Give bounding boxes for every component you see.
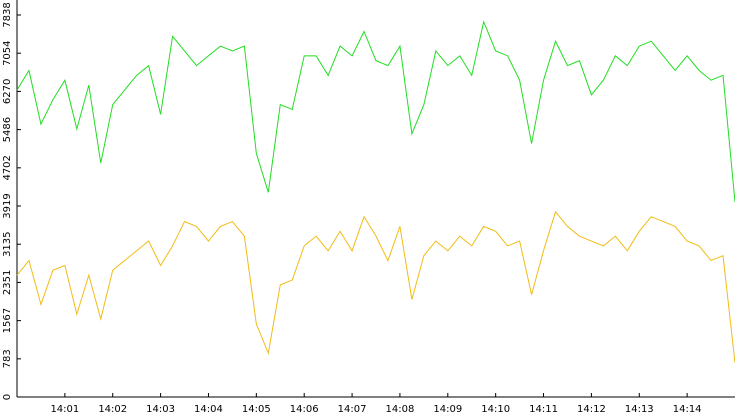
y-tick-label: 783 xyxy=(2,349,13,368)
x-tick-label: 14:06 xyxy=(290,404,319,415)
y-tick-label: 6270 xyxy=(2,79,13,104)
x-tick-label: 14:04 xyxy=(194,404,223,415)
x-tick-label: 14:01 xyxy=(50,404,79,415)
x-tick-label: 14:08 xyxy=(386,404,415,415)
y-tick-label: 0 xyxy=(2,394,13,400)
y-tick-label: 7054 xyxy=(2,40,13,65)
y-tick-label: 4702 xyxy=(2,155,13,180)
y-tick-label: 7838 xyxy=(2,2,13,27)
x-tick-label: 14:09 xyxy=(433,404,462,415)
x-tick-label: 14:11 xyxy=(529,404,558,415)
y-tick-label: 1567 xyxy=(2,308,13,333)
y-tick-label: 3135 xyxy=(2,231,13,256)
x-tick-label: 14:14 xyxy=(673,404,702,415)
x-tick-label: 14:12 xyxy=(577,404,606,415)
y-tick-label: 5486 xyxy=(2,117,13,142)
x-tick-label: 14:07 xyxy=(338,404,367,415)
y-tick-label: 2351 xyxy=(2,270,13,295)
x-tick-label: 14:02 xyxy=(98,404,127,415)
x-tick-label: 14:10 xyxy=(481,404,510,415)
series-line xyxy=(16,20,735,203)
y-tick-label: 3919 xyxy=(2,193,13,218)
x-tick-label: 14:13 xyxy=(625,404,654,415)
x-tick-label: 14:03 xyxy=(146,404,175,415)
x-tick-label: 14:05 xyxy=(242,404,271,415)
series-line xyxy=(16,210,735,363)
